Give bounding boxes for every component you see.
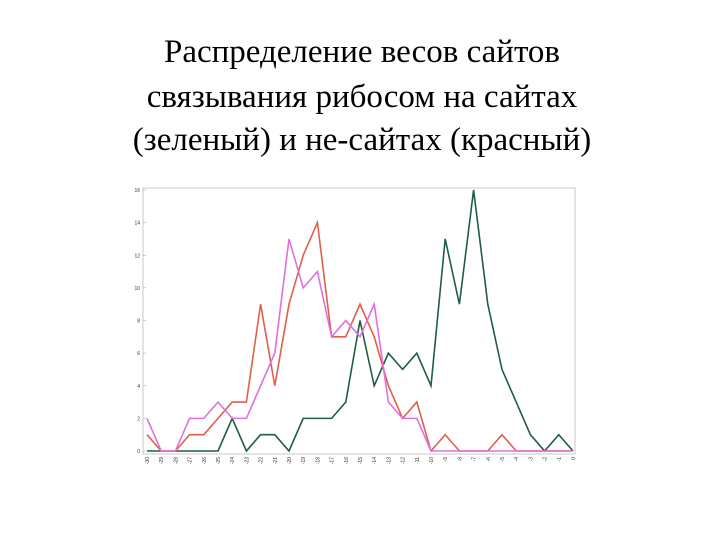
x-tick-label: -21 bbox=[273, 457, 279, 464]
x-tick-label: -25 bbox=[216, 457, 222, 464]
x-tick-label: -30 bbox=[145, 457, 151, 464]
title-line: связывания рибосом на сайтах bbox=[147, 79, 578, 115]
x-tick-label: -8 bbox=[457, 457, 463, 462]
x-tick-label: -19 bbox=[301, 457, 307, 464]
x-tick-label: -12 bbox=[401, 457, 407, 464]
title-line: (зеленый) и не-сайтах (красный) bbox=[133, 122, 592, 158]
y-tick-label: 16 bbox=[134, 188, 140, 194]
x-tick-label: -3 bbox=[528, 457, 534, 462]
x-tick-label: -5 bbox=[500, 457, 506, 462]
x-tick-label: -9 bbox=[443, 457, 449, 462]
x-tick-label: -1 bbox=[557, 457, 563, 462]
x-tick-label: -2 bbox=[543, 457, 549, 462]
y-tick-label: 14 bbox=[134, 221, 140, 227]
series-line bbox=[147, 189, 574, 453]
x-tick-label: -7 bbox=[472, 457, 478, 462]
x-tick-label: -6 bbox=[486, 457, 492, 462]
x-tick-label: -11 bbox=[415, 457, 421, 464]
x-tick-label: -15 bbox=[358, 457, 364, 464]
x-tick-label: -29 bbox=[159, 457, 165, 464]
x-tick-label: -24 bbox=[230, 457, 236, 464]
y-tick-label: 12 bbox=[134, 253, 140, 259]
x-tick-label: -16 bbox=[344, 457, 350, 464]
y-tick-label: 10 bbox=[134, 286, 140, 292]
x-tick-label: -20 bbox=[287, 457, 293, 464]
x-tick-label: -26 bbox=[202, 457, 208, 464]
x-tick-label: -28 bbox=[173, 457, 179, 464]
x-tick-label: -23 bbox=[244, 457, 250, 464]
y-tick-label: 6 bbox=[137, 351, 140, 357]
x-tick-label: -14 bbox=[372, 457, 378, 464]
x-tick-label: -4 bbox=[514, 457, 520, 462]
y-tick-label: 4 bbox=[137, 384, 140, 390]
x-tick-label: -10 bbox=[429, 457, 435, 464]
series-line bbox=[146, 219, 573, 453]
y-tick-label: 0 bbox=[137, 449, 140, 455]
y-tick-label: 2 bbox=[137, 416, 140, 422]
x-tick-label: 0 bbox=[571, 457, 577, 460]
plot-frame bbox=[142, 187, 576, 455]
x-tick-label: -18 bbox=[315, 457, 321, 464]
x-tick-label: -17 bbox=[330, 457, 336, 464]
x-tick-label: -27 bbox=[188, 457, 194, 464]
x-tick-label: -13 bbox=[386, 457, 392, 464]
series-line bbox=[146, 238, 573, 452]
y-tick-label: 8 bbox=[137, 319, 140, 325]
x-tick-label: -22 bbox=[259, 457, 265, 464]
title-line: Распределение весов сайтов bbox=[164, 34, 560, 70]
